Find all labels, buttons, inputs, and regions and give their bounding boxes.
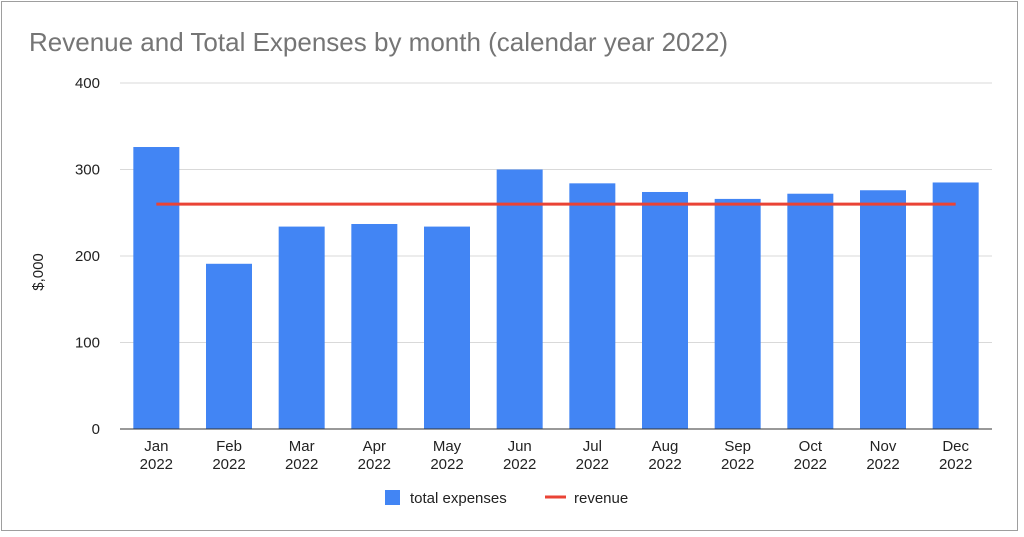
y-tick-label: 400 xyxy=(75,75,100,92)
x-tick-label-year: 2022 xyxy=(939,456,972,473)
bar-jan xyxy=(133,147,180,429)
bar-mar xyxy=(278,226,325,429)
bar-dec xyxy=(932,182,979,429)
bar-may xyxy=(424,226,470,429)
x-tick-label-month: Oct xyxy=(799,438,823,455)
x-tick-label-month: Dec xyxy=(942,438,969,455)
bar-series xyxy=(133,147,979,429)
x-axis-labels: Jan2022Feb2022Mar2022Apr2022May2022Jun20… xyxy=(140,438,973,473)
x-tick-label-month: May xyxy=(433,438,462,455)
x-tick-label-year: 2022 xyxy=(866,456,899,473)
x-tick-label-year: 2022 xyxy=(140,456,173,473)
bar-nov xyxy=(860,190,906,429)
legend-swatch-total-expenses xyxy=(385,490,400,505)
x-tick-label-year: 2022 xyxy=(576,456,609,473)
x-tick-label-month: Jun xyxy=(508,438,532,455)
x-tick-label-year: 2022 xyxy=(648,456,681,473)
x-tick-label-year: 2022 xyxy=(721,456,754,473)
y-tick-label: 0 xyxy=(92,421,100,438)
x-tick-label-year: 2022 xyxy=(794,456,827,473)
legend: total expenses revenue xyxy=(385,490,628,507)
bar-apr xyxy=(351,223,398,429)
bar-feb xyxy=(206,263,252,429)
x-tick-label-month: Aug xyxy=(652,438,679,455)
x-tick-label-month: Mar xyxy=(289,438,315,455)
x-tick-label-year: 2022 xyxy=(430,456,463,473)
bar-aug xyxy=(642,191,688,429)
y-axis-labels: 0 100 200 300 400 xyxy=(75,75,100,438)
bar-oct xyxy=(787,193,834,429)
bar-sep xyxy=(714,198,761,429)
x-tick-label-year: 2022 xyxy=(503,456,536,473)
bar-jun xyxy=(496,169,543,429)
x-tick-label-month: Jan xyxy=(144,438,168,455)
x-tick-label-month: Apr xyxy=(363,438,386,455)
legend-label-total-expenses: total expenses xyxy=(410,490,507,507)
x-tick-label-month: Feb xyxy=(216,438,242,455)
gridlines xyxy=(120,82,992,343)
chart-title: Revenue and Total Expenses by month (cal… xyxy=(29,27,729,57)
x-tick-label-year: 2022 xyxy=(358,456,391,473)
bar-jul xyxy=(569,183,616,429)
y-tick-label: 200 xyxy=(75,248,100,265)
x-tick-label-month: Nov xyxy=(870,438,897,455)
y-tick-label: 300 xyxy=(75,162,100,179)
x-tick-label-year: 2022 xyxy=(285,456,318,473)
x-tick-label-month: Jul xyxy=(583,438,602,455)
x-tick-label-month: Sep xyxy=(724,438,751,455)
y-tick-label: 100 xyxy=(75,335,100,352)
legend-label-revenue: revenue xyxy=(574,490,628,507)
y-axis-title: $,000 xyxy=(30,253,47,291)
x-tick-label-year: 2022 xyxy=(212,456,245,473)
